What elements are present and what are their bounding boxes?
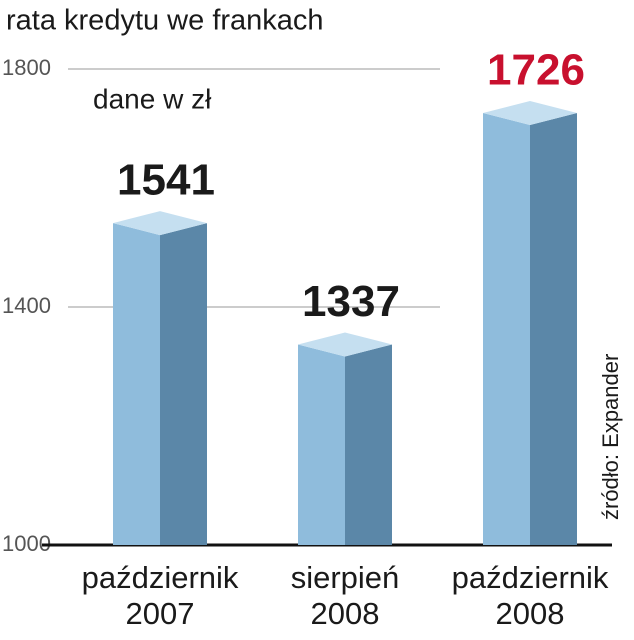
bar-front	[298, 344, 345, 545]
value-label: 1726	[487, 46, 585, 95]
value-label: 1337	[302, 277, 400, 326]
bar-top	[113, 211, 207, 236]
chart-title: rata kredytu we frankach	[6, 5, 324, 37]
y-tick-label: 1000	[2, 531, 51, 556]
x-tick-label: październik 2008	[451, 560, 609, 631]
x-tick-label: sierpień 2008	[290, 560, 400, 631]
bar	[298, 332, 392, 545]
bar-front	[113, 223, 160, 546]
bar-top	[483, 101, 577, 126]
bar-top	[298, 332, 392, 357]
chart-subtitle: dane w zł	[93, 83, 212, 114]
bar-side	[345, 344, 392, 545]
bar	[113, 211, 207, 546]
source: źródło: Expander	[598, 354, 623, 520]
y-tick-label: 1800	[2, 55, 51, 80]
value-label: 1541	[117, 156, 215, 205]
bar	[483, 101, 577, 545]
y-tick-label: 1400	[2, 293, 51, 318]
bar-front	[483, 113, 530, 545]
x-tick-label: październik 2007	[81, 560, 239, 631]
bar-side	[160, 223, 207, 546]
bar-side	[530, 113, 577, 545]
